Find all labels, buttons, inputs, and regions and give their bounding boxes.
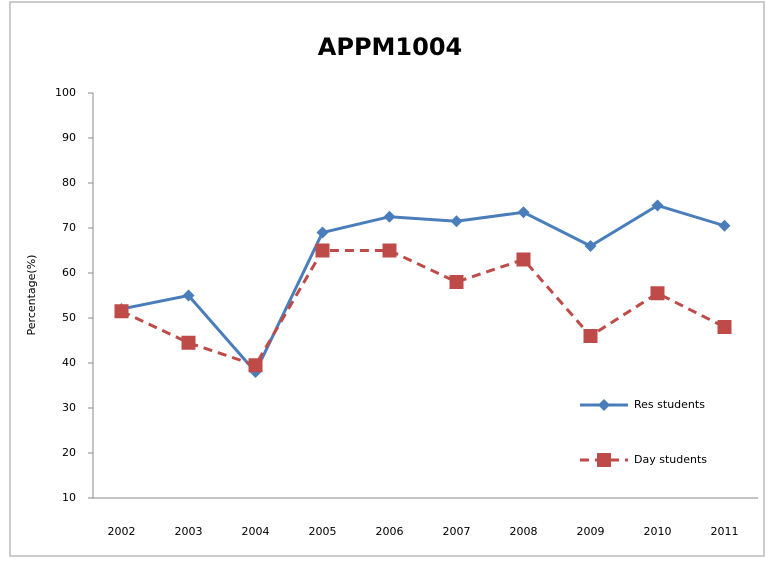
legend-label: Day students	[634, 453, 707, 466]
data-point	[450, 215, 463, 228]
x-tick-label: 2004	[242, 525, 270, 538]
x-tick-label: 2011	[711, 525, 739, 538]
y-tick-label: 60	[62, 266, 76, 279]
chart-title: APPM1004	[318, 33, 462, 61]
y-tick-label: 10	[62, 491, 76, 504]
data-point	[315, 243, 330, 258]
series-line	[120, 249, 726, 368]
data-point	[517, 206, 530, 219]
data-point	[383, 210, 396, 223]
data-point	[449, 275, 464, 289]
y-tick-label: 30	[62, 401, 76, 414]
y-tick-label: 90	[62, 131, 76, 144]
x-tick-label: 2006	[376, 525, 404, 538]
data-point	[248, 358, 263, 373]
x-tick-label: 2003	[175, 525, 203, 538]
legend-marker	[597, 453, 611, 467]
series-line	[121, 203, 725, 375]
data-point	[718, 219, 731, 232]
legend-label: Res students	[634, 398, 705, 411]
y-tick-label: 70	[62, 221, 76, 234]
x-tick-label: 2007	[443, 525, 471, 538]
x-tick-label: 2009	[577, 525, 605, 538]
x-tick-label: 2005	[309, 525, 337, 538]
data-point	[316, 226, 329, 239]
data-point	[717, 320, 732, 334]
y-tick-label: 100	[55, 86, 76, 99]
y-tick-label: 40	[62, 356, 76, 369]
data-point	[583, 329, 598, 343]
data-point	[114, 304, 129, 319]
data-point	[182, 289, 195, 302]
data-point	[382, 243, 397, 258]
y-tick-label: 50	[62, 311, 76, 324]
x-tick-label: 2002	[108, 525, 136, 538]
legend-marker	[598, 399, 610, 411]
data-point	[650, 286, 665, 301]
x-tick-label: 2008	[510, 525, 538, 538]
chart-frame	[9, 1, 765, 557]
data-point	[584, 240, 597, 252]
y-axis-label: Percentage(%)	[25, 255, 38, 336]
x-tick-label: 2010	[644, 525, 672, 538]
y-tick-label: 20	[62, 446, 76, 459]
data-point	[651, 199, 664, 212]
data-point	[516, 252, 531, 267]
data-point	[181, 335, 196, 350]
y-tick-label: 80	[62, 176, 76, 189]
